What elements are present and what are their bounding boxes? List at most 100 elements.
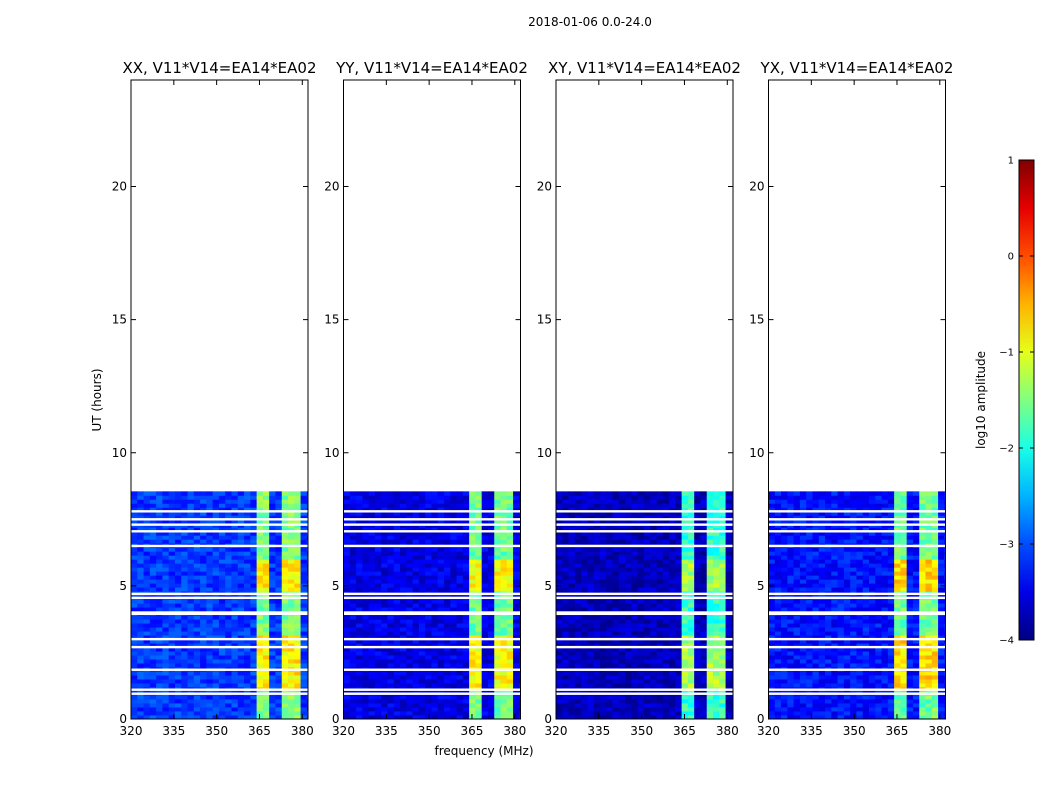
heatmap-cell	[519, 559, 521, 564]
heatmap-cell	[599, 655, 607, 660]
heatmap-cell	[368, 571, 376, 576]
heatmap-cell	[637, 575, 645, 580]
heatmap-cell	[400, 639, 407, 644]
heatmap-cell	[368, 527, 376, 532]
heatmap-cell	[494, 663, 501, 668]
heatmap-cell	[131, 579, 138, 584]
heatmap-cell	[400, 531, 407, 536]
heatmap-cell	[294, 627, 301, 632]
heatmap-cell	[393, 647, 401, 652]
heatmap-cell	[469, 607, 476, 612]
heatmap-cell	[244, 631, 251, 636]
heatmap-cell	[612, 715, 620, 719]
heatmap-cell	[362, 607, 370, 612]
heatmap-cell	[513, 647, 520, 652]
heatmap-cell	[443, 519, 451, 524]
heatmap-cell	[362, 671, 370, 676]
heatmap-cell	[587, 703, 595, 708]
heatmap-cell	[362, 675, 370, 680]
heatmap-cell	[631, 627, 639, 632]
heatmap-cell	[713, 711, 720, 716]
heatmap-cell	[156, 547, 163, 552]
heatmap-cell	[713, 651, 720, 656]
heatmap-cell	[494, 559, 501, 564]
heatmap-cell	[225, 619, 232, 624]
heatmap-cell	[437, 583, 445, 588]
heatmap-cell	[719, 659, 726, 664]
heatmap-cell	[643, 551, 651, 556]
heatmap-cell	[469, 567, 476, 572]
heatmap-cell	[599, 499, 607, 504]
heatmap-cell	[593, 715, 601, 719]
heatmap-cell	[519, 527, 521, 532]
heatmap-cell	[568, 507, 576, 512]
heatmap-cell	[568, 695, 576, 700]
heatmap-cell	[506, 643, 514, 648]
heatmap-cell	[562, 627, 569, 632]
heatmap-cell	[581, 499, 588, 504]
heatmap-cell	[406, 627, 413, 632]
heatmap-cell	[519, 643, 521, 648]
heatmap-cell	[418, 563, 426, 568]
heatmap-cell	[568, 715, 576, 719]
heatmap-cell	[237, 515, 245, 520]
heatmap-cell	[719, 503, 726, 508]
heatmap-cell	[513, 643, 520, 648]
heatmap-cell	[343, 571, 351, 576]
heatmap-cell	[500, 539, 508, 544]
heatmap-cell	[725, 579, 733, 584]
heatmap-cell	[662, 615, 670, 620]
heatmap-cell	[500, 587, 508, 592]
heatmap-cell	[193, 551, 201, 556]
heatmap-cell	[513, 515, 520, 520]
heatmap-cell	[650, 639, 657, 644]
heatmap-cell	[374, 647, 382, 652]
heatmap	[556, 491, 733, 719]
heatmap-cell	[187, 639, 195, 644]
heatmap-cell	[288, 703, 295, 708]
heatmap-cell	[412, 643, 420, 648]
heatmap-cell	[137, 539, 144, 544]
heatmap-cell	[593, 527, 601, 532]
heatmap-cell	[500, 531, 508, 536]
heatmap-cell	[269, 583, 276, 588]
heatmap-cell	[519, 675, 521, 680]
heatmap-cell	[356, 587, 363, 592]
heatmap-cell	[425, 511, 432, 516]
heatmap-cell	[187, 707, 195, 712]
heatmap-cell	[681, 531, 689, 536]
heatmap-cell	[231, 703, 239, 708]
heatmap-cell	[362, 491, 370, 496]
heatmap-cell	[593, 635, 601, 640]
heatmap-cell	[262, 675, 270, 680]
heatmap-cell	[587, 535, 595, 540]
heatmap-cell	[374, 607, 382, 612]
heatmap-cell	[513, 551, 520, 556]
heatmap-cell	[349, 559, 357, 564]
heatmap-cell	[262, 655, 270, 660]
heatmap-cell	[418, 639, 426, 644]
heatmap-cell	[362, 659, 370, 664]
heatmap-cell	[431, 703, 439, 708]
heatmap-cell	[612, 615, 620, 620]
heatmap-cell	[418, 555, 426, 560]
heatmap-cell	[343, 551, 351, 556]
heatmap-cell	[500, 547, 508, 552]
heatmap-cell	[637, 707, 645, 712]
heatmap-cell	[669, 683, 676, 688]
heatmap-cell	[225, 659, 232, 664]
heatmap-cell	[443, 615, 451, 620]
heatmap-cell	[687, 643, 695, 648]
heatmap-cell	[443, 635, 451, 640]
heatmap-cell	[694, 635, 701, 640]
heatmap-cell	[418, 579, 426, 584]
heatmap-cell	[656, 583, 664, 588]
heatmap-cell	[406, 675, 413, 680]
heatmap-cell	[425, 711, 432, 716]
heatmap-cell	[556, 607, 563, 612]
heatmap-cell	[650, 539, 657, 544]
heatmap-cell	[275, 511, 283, 516]
heatmap-cell	[256, 623, 264, 628]
heatmap-cell	[700, 571, 708, 576]
heatmap-cell	[412, 495, 420, 500]
